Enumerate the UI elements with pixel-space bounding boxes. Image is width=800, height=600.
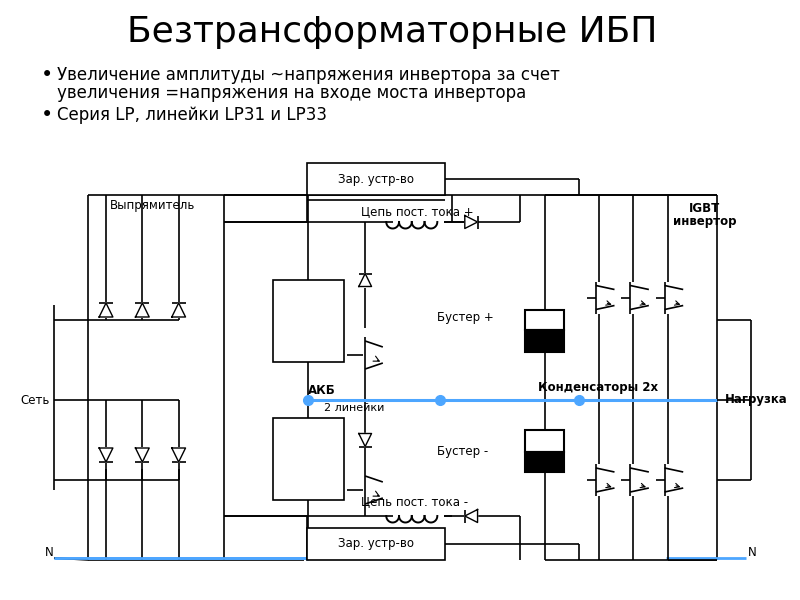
Text: Сеть: Сеть — [21, 394, 50, 407]
Text: Бустер +: Бустер + — [437, 311, 494, 325]
Bar — [525, 430, 565, 452]
Text: инвертор: инвертор — [673, 215, 737, 229]
Bar — [273, 280, 343, 362]
Polygon shape — [135, 448, 150, 462]
Text: Зар. устр-во: Зар. устр-во — [338, 173, 414, 185]
Bar — [307, 163, 445, 195]
Bar — [307, 528, 445, 560]
Text: Бустер -: Бустер - — [437, 445, 488, 458]
Polygon shape — [99, 448, 113, 462]
Text: 2 линейки: 2 линейки — [324, 403, 384, 413]
Polygon shape — [465, 215, 478, 229]
Text: Выпрямитель: Выпрямитель — [110, 199, 195, 211]
Polygon shape — [358, 274, 371, 286]
Text: Цепь пост. тока -: Цепь пост. тока - — [362, 496, 468, 509]
Polygon shape — [358, 433, 371, 446]
Text: увеличения =напряжения на входе моста инвертора: увеличения =напряжения на входе моста ин… — [57, 84, 526, 102]
Polygon shape — [135, 303, 150, 317]
Polygon shape — [172, 303, 186, 317]
Text: •: • — [42, 65, 54, 85]
Text: Цепь пост. тока +: Цепь пост. тока + — [362, 205, 474, 218]
Text: Увеличение амплитуды ~напряжения инвертора за счет: Увеличение амплитуды ~напряжения инверто… — [57, 66, 560, 84]
Text: N: N — [45, 547, 54, 559]
Bar — [525, 310, 565, 330]
Bar — [525, 452, 565, 472]
Text: •: • — [42, 105, 54, 125]
Polygon shape — [172, 448, 186, 462]
Text: IGBT: IGBT — [689, 202, 721, 214]
Text: Зар. устр-во: Зар. устр-во — [338, 538, 414, 551]
Polygon shape — [465, 509, 478, 523]
Text: АКБ: АКБ — [308, 383, 336, 397]
Bar — [273, 418, 343, 500]
Text: Нагрузка: Нагрузка — [725, 394, 787, 407]
Bar — [525, 330, 565, 352]
Text: Безтрансформаторные ИБП: Безтрансформаторные ИБП — [127, 15, 658, 49]
Text: Конденсаторы 2х: Конденсаторы 2х — [538, 382, 658, 395]
Polygon shape — [99, 303, 113, 317]
Text: Серия LP, линейки LP31 и LP33: Серия LP, линейки LP31 и LP33 — [57, 106, 327, 124]
Text: N: N — [748, 547, 757, 559]
